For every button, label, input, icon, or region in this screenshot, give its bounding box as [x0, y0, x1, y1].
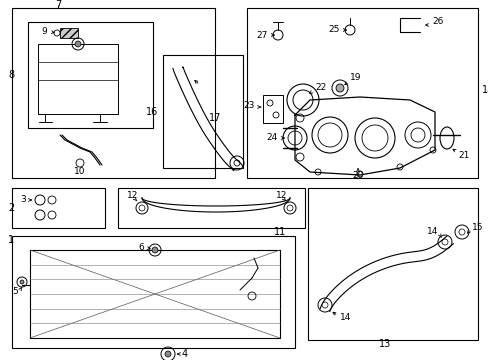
Text: 25: 25 — [328, 26, 339, 35]
Bar — [118, 188, 305, 228]
Text: 8: 8 — [8, 70, 14, 80]
Text: 5: 5 — [12, 288, 18, 297]
Text: 15: 15 — [471, 224, 483, 233]
Circle shape — [20, 280, 24, 284]
Text: 2: 2 — [8, 203, 14, 213]
Text: 20: 20 — [351, 171, 363, 180]
Text: 21: 21 — [457, 150, 468, 159]
Bar — [12, 8, 215, 178]
Bar — [12, 188, 105, 228]
Text: 7: 7 — [55, 0, 61, 10]
Bar — [28, 22, 153, 128]
Text: 4: 4 — [182, 349, 188, 359]
Text: 19: 19 — [349, 73, 361, 82]
Text: 16: 16 — [145, 107, 158, 117]
Text: 14: 14 — [339, 314, 351, 323]
Text: 10: 10 — [74, 167, 85, 176]
Bar — [60, 28, 78, 38]
Text: 9: 9 — [41, 27, 47, 36]
Bar — [38, 44, 118, 114]
Bar — [12, 236, 294, 348]
Text: 1: 1 — [8, 235, 14, 245]
Circle shape — [75, 41, 81, 47]
Bar — [246, 8, 477, 178]
Bar — [263, 95, 283, 123]
Bar — [163, 55, 243, 168]
Circle shape — [152, 247, 158, 253]
Circle shape — [335, 84, 343, 92]
Text: 12: 12 — [276, 192, 287, 201]
Circle shape — [164, 351, 171, 357]
Text: 24: 24 — [266, 134, 278, 143]
Text: 12: 12 — [127, 192, 139, 201]
Text: 3: 3 — [20, 195, 26, 204]
Text: 23: 23 — [243, 100, 254, 109]
Text: 22: 22 — [314, 84, 325, 93]
Text: 18: 18 — [481, 85, 488, 95]
Bar — [307, 188, 477, 340]
Text: 26: 26 — [431, 18, 443, 27]
Text: 17: 17 — [208, 113, 221, 123]
Text: 6: 6 — [138, 243, 143, 252]
Text: 11: 11 — [273, 227, 285, 237]
Text: 13: 13 — [378, 339, 390, 349]
Text: 14: 14 — [426, 228, 437, 237]
Text: 27: 27 — [256, 31, 267, 40]
